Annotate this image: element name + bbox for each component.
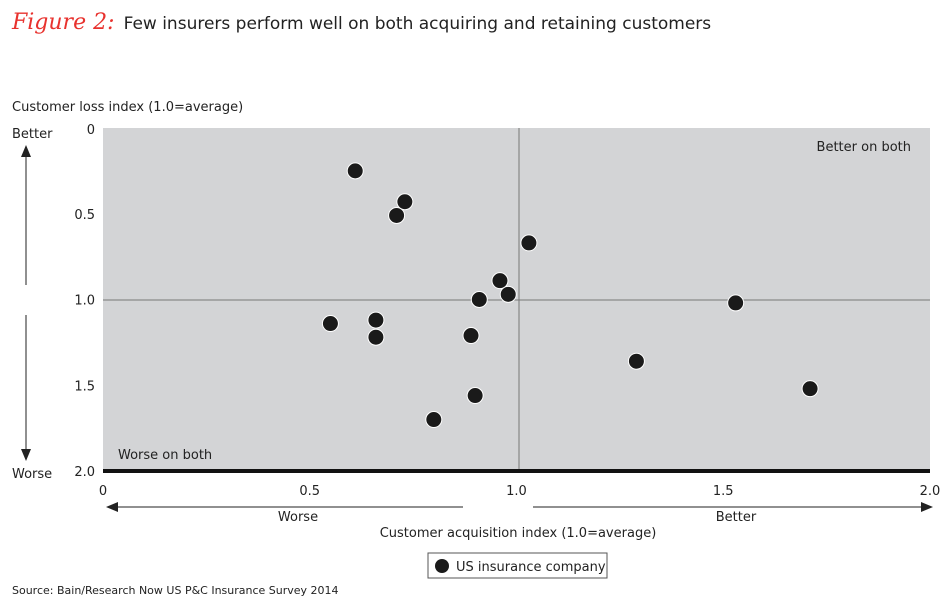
legend-marker bbox=[435, 559, 449, 573]
data-point bbox=[425, 411, 443, 429]
y-direction-bottom: Worse bbox=[12, 467, 52, 482]
data-point bbox=[462, 327, 480, 345]
data-point bbox=[470, 291, 488, 308]
figure-label: Figure 2: bbox=[12, 10, 115, 35]
data-point bbox=[627, 352, 645, 370]
arrow-down-icon bbox=[21, 449, 31, 461]
y-direction-top: Better bbox=[12, 127, 53, 142]
source-note: Source: Bain/Research Now US P&C Insuran… bbox=[12, 584, 339, 597]
x-tick-label: 0.5 bbox=[299, 484, 320, 499]
data-point bbox=[396, 193, 414, 211]
y-axis-label: Customer loss index (1.0=average) bbox=[12, 100, 243, 115]
arrow-left-icon bbox=[106, 502, 118, 512]
data-point bbox=[388, 206, 406, 224]
data-point bbox=[346, 162, 364, 180]
annotation-better-on-both: Better on both bbox=[817, 140, 911, 155]
y-tick-label: 1.5 bbox=[74, 379, 95, 394]
data-point bbox=[466, 387, 484, 405]
x-direction-left: Worse bbox=[278, 510, 318, 525]
arrow-up-icon bbox=[21, 145, 31, 157]
data-point bbox=[491, 272, 509, 290]
x-tick-label: 2.0 bbox=[920, 484, 941, 499]
y-tick-label: 0.5 bbox=[74, 208, 95, 223]
arrow-right-icon bbox=[921, 502, 933, 512]
legend-box bbox=[427, 552, 608, 579]
legend-entry: US insurance company bbox=[456, 560, 606, 575]
x-tick-label: 0 bbox=[99, 484, 107, 499]
data-point bbox=[367, 311, 385, 329]
x-tick-label: 1.0 bbox=[506, 484, 527, 499]
x-axis-label: Customer acquisition index (1.0=average) bbox=[380, 526, 657, 541]
y-tick-label: 1.0 bbox=[74, 294, 95, 309]
data-point bbox=[499, 285, 517, 303]
annotation-worse-on-both: Worse on both bbox=[118, 448, 212, 463]
data-point bbox=[727, 294, 745, 312]
x-tick-label: 1.5 bbox=[713, 484, 734, 499]
figure-title: Few insurers perform well on both acquir… bbox=[123, 14, 712, 34]
data-point bbox=[367, 328, 385, 346]
y-tick-label: 2.0 bbox=[74, 465, 95, 480]
x-direction-right: Better bbox=[716, 510, 757, 525]
figure-header: Figure 2: Few insurers perform well on b… bbox=[12, 10, 711, 35]
y-tick-label: 0 bbox=[87, 123, 95, 138]
data-point bbox=[321, 315, 339, 333]
data-point bbox=[520, 234, 538, 252]
data-point bbox=[801, 380, 819, 398]
